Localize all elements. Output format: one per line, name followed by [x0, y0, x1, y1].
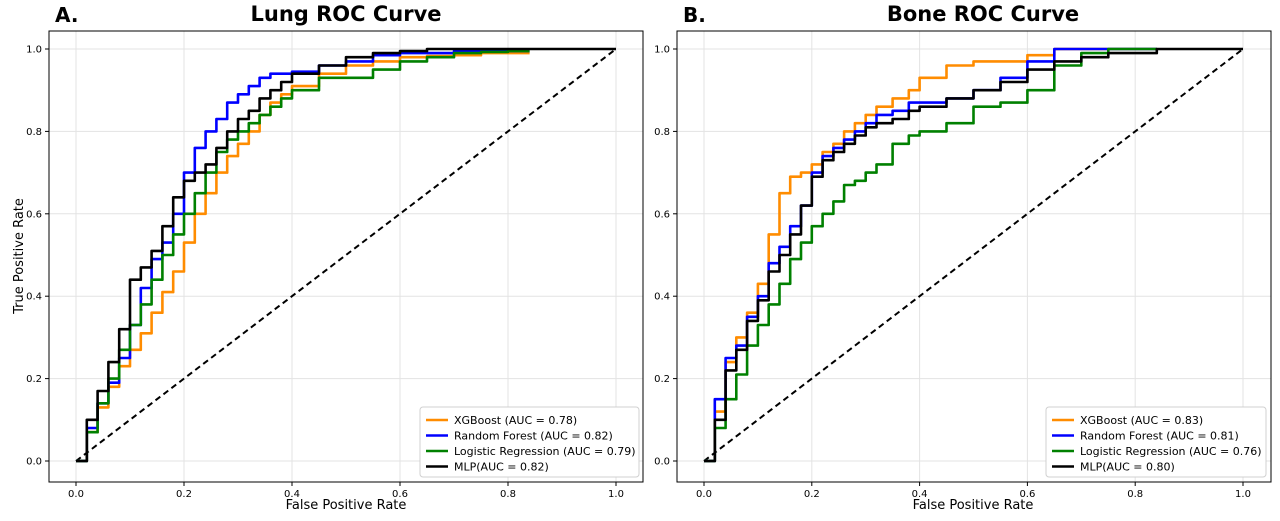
panel-b-series-xgboost	[704, 47, 1157, 463]
panel-a-legend-label-xgboost: XGBoost (AUC = 0.78)	[454, 414, 577, 427]
panel-a-x-tick-label: 0.0	[68, 489, 84, 500]
panel-b-x-axis-label: False Positive Rate	[913, 498, 1034, 513]
panel-b-y-tick-label: 0.6	[654, 209, 670, 220]
panel-a-grid	[49, 31, 643, 482]
panel-b-legend-label-xgboost: XGBoost (AUC = 0.83)	[1080, 414, 1203, 427]
panel-b-x-tick-label: 1.0	[1235, 489, 1251, 500]
panel-b-y-ticks: 0.0 0.2 0.4 0.6 0.8 1.0	[654, 45, 677, 468]
panel-a-legend-label-logistic-regression: Logistic Regression (AUC = 0.79)	[454, 445, 636, 458]
panel-a-x-tick-label: 0.6	[392, 489, 408, 500]
panel-a-y-tick-label: 0.8	[26, 127, 42, 138]
panel-b-y-tick-label: 0.2	[654, 374, 670, 385]
panel-a-legend: XGBoost (AUC = 0.78) Random Forest (AUC =…	[419, 406, 640, 478]
panel-b-legend-label-mlp: MLP(AUC = 0.80)	[1080, 461, 1175, 474]
panel-b-series-random-forest	[704, 47, 1157, 463]
panel-b-chance-line	[703, 48, 1244, 462]
panel-b-series-lines	[704, 47, 1243, 463]
panel-b-x-tick-label: 0.8	[1127, 489, 1143, 500]
panel-a-axes-frame	[48, 30, 644, 483]
panel-b-x-tick-label: 0.2	[804, 489, 820, 500]
panel-a-x-tick-label: 0.2	[176, 489, 192, 500]
panel-b-legend-label-random-forest: Random Forest (AUC = 0.81)	[1080, 430, 1239, 443]
panel-b-legend-label-logistic-regression: Logistic Regression (AUC = 0.76)	[1080, 445, 1262, 458]
panel-a-y-axis-label: True Positive Rate	[12, 198, 27, 315]
panel-a-legend-label-random-forest: Random Forest (AUC = 0.82)	[454, 430, 613, 443]
panel-a-y-ticks: 0.0 0.2 0.4 0.6 0.8 1.0	[26, 45, 49, 468]
panel-a-y-tick-label: 0.4	[26, 292, 42, 303]
panel-b-y-tick-label: 0.8	[654, 127, 670, 138]
panel-a-y-tick-label: 0.2	[26, 374, 42, 385]
panel-a-series-random-forest	[76, 49, 530, 463]
panel-a-series-logistic-regression	[76, 49, 530, 463]
panel-b-legend-box	[1045, 406, 1267, 478]
panel-a-title: Lung ROC Curve	[250, 2, 441, 26]
panel-a-legend-label-mlp: MLP(AUC = 0.82)	[454, 461, 549, 474]
panel-a-letter: A.	[55, 3, 78, 27]
panel-a-x-tick-label: 0.4	[284, 489, 300, 500]
panel-b-series-logistic-regression	[704, 47, 1157, 463]
panel-a-legend-box	[419, 406, 640, 478]
panel-b-x-tick-label: 0.0	[696, 489, 712, 500]
panel-a-chance-diagonal	[75, 48, 617, 462]
panel-a-series-xgboost	[76, 51, 530, 463]
panel-a-series-lines	[76, 47, 616, 463]
panel-b-legend: XGBoost (AUC = 0.83) Random Forest (AUC =…	[1045, 406, 1267, 478]
panel-a-chance-line	[75, 48, 617, 462]
panel-b-x-tick-label: 0.4	[912, 489, 928, 500]
panel-b-chance-diagonal	[703, 48, 1244, 462]
panel-b-y-tick-label: 1.0	[654, 45, 670, 56]
panel-b-axes-frame	[676, 30, 1272, 483]
panel-b: B. Bone ROC Curve 0.0 0.2 0.4 0.6 0.8 1.0 0.0…	[654, 2, 1272, 513]
panel-a: A. Lung ROC Curve 0.0 0.2 0.4 0.6 0.8 1.0 0.0…	[12, 2, 644, 513]
panel-b-y-tick-label: 0.4	[654, 292, 670, 303]
panel-b-title: Bone ROC Curve	[887, 2, 1079, 26]
panel-a-y-tick-label: 1.0	[26, 45, 42, 56]
panel-a-series-mlp	[76, 47, 616, 463]
panel-b-x-tick-label: 0.6	[1019, 489, 1035, 500]
panel-a-x-tick-label: 0.8	[500, 489, 516, 500]
panel-b-x-ticks: 0.0 0.2 0.4 0.6 0.8 1.0	[696, 482, 1251, 500]
panel-a-x-ticks: 0.0 0.2 0.4 0.6 0.8 1.0	[68, 482, 624, 500]
panel-b-y-tick-label: 0.0	[654, 457, 670, 468]
panel-b-letter: B.	[683, 3, 706, 27]
panel-b-series-mlp	[704, 47, 1243, 463]
panel-a-x-axis-label: False Positive Rate	[286, 498, 407, 513]
panel-a-y-tick-label: 0.0	[26, 457, 42, 468]
panel-a-x-tick-label: 1.0	[608, 489, 624, 500]
panel-a-y-tick-label: 0.6	[26, 209, 42, 220]
